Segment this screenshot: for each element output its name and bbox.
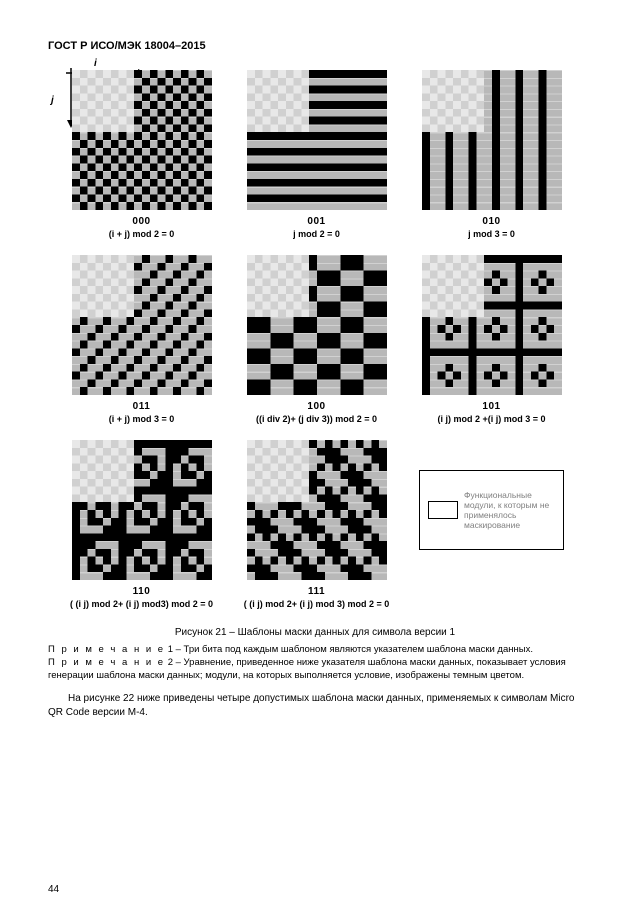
mask-pattern [247, 255, 387, 395]
mask-code: 101 [414, 401, 569, 412]
pattern-cell: 101 (i j) mod 2 +(i j) mod 3 = 0 [414, 255, 569, 434]
mask-pattern [247, 70, 387, 210]
mask-formula: ( (i j) mod 2+ (i j) mod3) mod 2 = 0 [64, 599, 219, 609]
page-number: 44 [48, 884, 59, 895]
pattern-cell: 001 j mod 2 = 0 [239, 70, 394, 249]
mask-code: 010 [414, 216, 569, 227]
legend-swatch [428, 501, 458, 519]
note-1-prefix: П р и м е ч а н и е [48, 644, 165, 655]
mask-pattern [247, 440, 387, 580]
doc-header: ГОСТ Р ИСО/МЭК 18004–2015 [48, 40, 582, 52]
mask-formula: j mod 3 = 0 [414, 229, 569, 239]
pattern-cell: 010 j mod 3 = 0 [414, 70, 569, 249]
mask-pattern [72, 255, 212, 395]
mask-code: 100 [239, 401, 394, 412]
mask-formula: ( (i j) mod 2+ (i j) mod 3) mod 2 = 0 [239, 599, 394, 609]
mask-pattern [72, 70, 212, 210]
note-1: П р и м е ч а н и е 1 – Три бита под каж… [48, 644, 582, 657]
mask-code: 011 [64, 401, 219, 412]
mask-code: 110 [64, 586, 219, 597]
note-2: П р и м е ч а н и е 2 – Уравнение, приве… [48, 657, 582, 683]
pattern-cell: 100 ((i div 2)+ (j div 3)) mod 2 = 0 [239, 255, 394, 434]
pattern-cell: 110 ( (i j) mod 2+ (i j) mod3) mod 2 = 0 [64, 440, 219, 619]
mask-formula: ((i div 2)+ (j div 3)) mod 2 = 0 [239, 414, 394, 424]
mask-formula: (i + j) mod 3 = 0 [64, 414, 219, 424]
pattern-cell: 111 ( (i j) mod 2+ (i j) mod 3) mod 2 = 0 [239, 440, 394, 619]
mask-pattern [422, 255, 562, 395]
legend-box: Функциональные модули, к которым не прим… [419, 470, 564, 550]
pattern-cell: 011 (i + j) mod 3 = 0 [64, 255, 219, 434]
pattern-grid: 000 (i + j) mod 2 = 0 001 j mod 2 = 0 010 j m… [64, 70, 582, 619]
axis-j-label: j [51, 95, 54, 106]
mask-code: 111 [239, 586, 394, 597]
body-paragraph: На рисунке 22 ниже приведены четыре допу… [48, 692, 582, 719]
pattern-cell: 000 (i + j) mod 2 = 0 [64, 70, 219, 249]
mask-formula: j mod 2 = 0 [239, 229, 394, 239]
note-2-prefix: П р и м е ч а н и е [48, 657, 165, 668]
legend-text: Функциональные модули, к которым не прим… [464, 490, 555, 531]
mask-pattern [72, 440, 212, 580]
figure-caption: Рисунок 21 – Шаблоны маски данных для си… [48, 627, 582, 638]
mask-formula: (i j) mod 2 +(i j) mod 3 = 0 [414, 414, 569, 424]
mask-pattern [422, 70, 562, 210]
mask-code: 001 [239, 216, 394, 227]
legend-cell: Функциональные модули, к которым не прим… [414, 440, 569, 619]
mask-code: 000 [64, 216, 219, 227]
notes-block: П р и м е ч а н и е 1 – Три бита под каж… [48, 644, 582, 682]
note-1-text: 1 – Три бита под каждым шаблоном являютс… [165, 644, 533, 655]
mask-formula: (i + j) mod 2 = 0 [64, 229, 219, 239]
